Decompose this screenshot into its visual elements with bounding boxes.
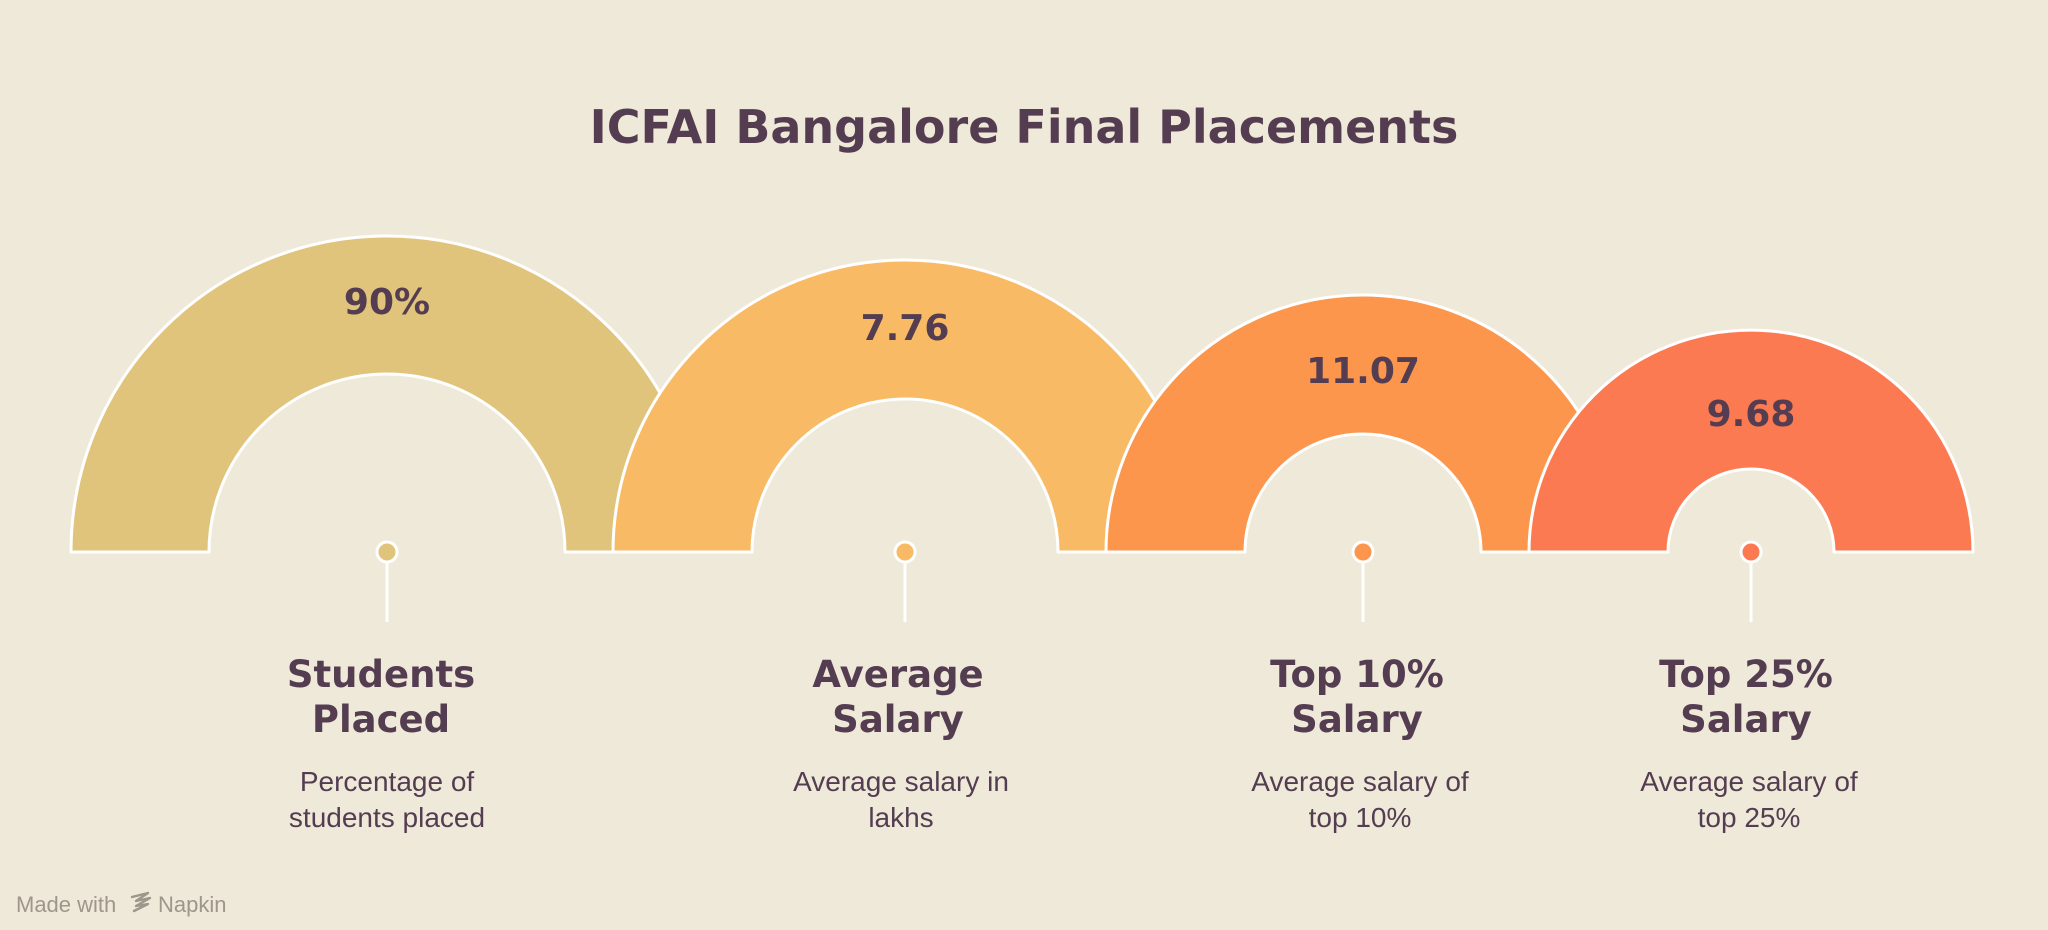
metric-label-top-25-salary: Top 25% [1659,653,1833,696]
metric-description-students-placed: Percentage of [300,766,475,797]
callout-dot-top-25-salary [1739,540,1763,564]
metric-description-top-10-salary: Average salary of [1251,766,1469,797]
watermark-prefix: Made with [16,892,116,917]
metric-description-average-salary: lakhs [868,802,933,833]
metric-description-students-placed: students placed [289,802,485,833]
metric-description-top-10-salary: top 10% [1309,802,1412,833]
metric-label-top-10-salary: Salary [1291,698,1423,741]
gauge-value-top-10-salary: 11.07 [1306,351,1420,392]
watermark-brand: Napkin [158,892,226,917]
watermark[interactable]: Made with Napkin [16,891,226,917]
gauge-value-average-salary: 7.76 [861,308,950,349]
metric-description-top-25-salary: top 25% [1698,802,1801,833]
gauge-arcs: 90% 7.76 11.07 9.68 [69,234,1975,554]
metric-label-students-placed: Placed [312,698,450,741]
metric-label-top-25-salary: Salary [1680,698,1812,741]
gauge-value-students-placed: 90% [344,282,430,323]
page-title: ICFAI Bangalore Final Placements [590,100,1459,154]
metric-label-students-placed: Students [287,653,475,696]
gauge-arc-top-25-salary [1527,328,1975,554]
callout-dot-students-placed [375,540,399,564]
napkin-logo-icon [130,891,152,913]
metric-description-top-25-salary: Average salary of [1640,766,1858,797]
metric-label-top-10-salary: Top 10% [1270,653,1444,696]
metric-label-average-salary: Salary [832,698,964,741]
metric-label-average-salary: Average [812,653,983,696]
gauge-value-top-25-salary: 9.68 [1707,394,1796,435]
callout-dot-top-10-salary [1351,540,1375,564]
metric-description-average-salary: Average salary in [793,766,1009,797]
callout-dot-average-salary [893,540,917,564]
